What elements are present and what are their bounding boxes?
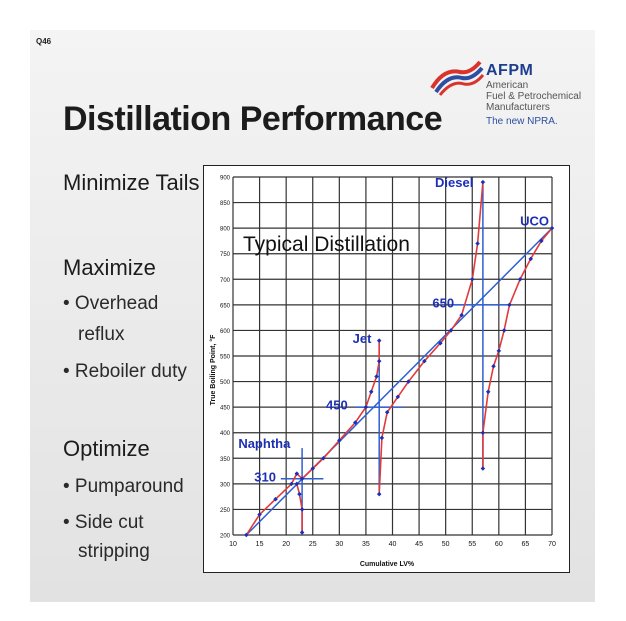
tbp-curve [296, 483, 303, 533]
data-point [374, 374, 379, 379]
cut-label: 650 [432, 295, 454, 310]
chart-frame [203, 165, 570, 573]
y-tick-label: 800 [220, 227, 231, 233]
x-tick-label: 15 [256, 541, 264, 548]
bullet-overhead: • Overhead [63, 293, 159, 314]
y-tick-label: 250 [220, 508, 231, 514]
x-tick-label: 20 [282, 541, 290, 548]
x-tick-label: 50 [442, 541, 450, 548]
cut-label: 450 [326, 398, 348, 413]
logo-line2: Fuel & Petrochemical [486, 91, 582, 102]
bullet-pumparound: • Pumparound [63, 476, 184, 497]
x-tick-label: 60 [495, 541, 503, 548]
cut-label: Naphtha [238, 436, 291, 451]
afpm-logo-icon [430, 60, 484, 96]
x-tick-label: 30 [335, 541, 343, 548]
x-axis-label: Cumulative LV% [360, 561, 415, 568]
x-tick-label: 65 [522, 541, 530, 548]
logo-line1: American [486, 80, 529, 91]
y-tick-label: 900 [220, 176, 231, 182]
x-tick-label: 25 [309, 541, 317, 548]
data-point [507, 302, 512, 308]
y-tick-label: 200 [220, 534, 231, 540]
y-tick-label: 500 [220, 380, 231, 386]
y-tick-label: 550 [220, 355, 231, 361]
y-tick-label: 700 [220, 278, 231, 284]
maximize-heading: Maximize [63, 255, 156, 280]
y-tick-label: 450 [220, 406, 231, 412]
data-point [294, 471, 300, 476]
bullet-reflux: reflux [78, 324, 125, 345]
data-point [379, 435, 385, 441]
data-point [528, 256, 533, 262]
data-point [480, 430, 486, 435]
data-point [299, 507, 305, 512]
x-tick-label: 35 [362, 541, 370, 548]
data-point [422, 358, 427, 364]
x-tick-label: 10 [229, 541, 237, 548]
minimize-heading: Minimize Tails [63, 170, 200, 195]
cut-label: Jet [353, 331, 372, 346]
data-point [491, 363, 496, 369]
y-axis-label: True Boiling Point, °F [209, 334, 217, 406]
y-tick-label: 350 [220, 457, 231, 463]
corner-tag: Q46 [36, 37, 52, 46]
x-tick-label: 55 [468, 541, 476, 548]
y-tick-label: 850 [220, 201, 231, 207]
data-point [459, 312, 464, 318]
chart-title: Typical Distillation [243, 233, 410, 256]
data-point [294, 481, 300, 487]
y-tick-label: 400 [220, 431, 231, 437]
data-point [549, 225, 555, 231]
cut-label: Diesel [435, 175, 473, 190]
logo-tagline: The new NPRA. [486, 116, 558, 127]
x-tick-label: 40 [389, 541, 397, 548]
data-point [299, 530, 305, 535]
page-title: Distillation Performance [63, 100, 443, 138]
data-point [244, 532, 249, 538]
x-tick-label: 70 [548, 541, 556, 548]
data-point [376, 338, 382, 343]
logo-block: AFPM American Fuel & Petrochemical Manuf… [486, 62, 581, 127]
bullet-reboiler: • Reboiler duty [63, 361, 187, 382]
distillation-chart: 10 15 20 25 30 35 40 45 50 55 60 65 70 200 250 300 350 40… [203, 165, 570, 573]
data-point [406, 379, 411, 384]
bullet-stripping: stripping [78, 541, 150, 562]
bullet-side-cut: • Side cut [63, 512, 144, 533]
logo-line3: Manufacturers [486, 102, 550, 113]
logo-name: AFPM [486, 62, 534, 79]
y-tick-label: 650 [220, 303, 231, 309]
cut-label: UCO [520, 214, 549, 229]
data-point [297, 491, 302, 497]
cut-label: 310 [254, 469, 276, 484]
data-point [438, 340, 443, 346]
x-tick-label: 45 [415, 541, 423, 548]
data-point [395, 394, 401, 400]
data-point [496, 348, 502, 354]
data-point [480, 466, 486, 471]
y-tick-label: 750 [220, 252, 231, 258]
optimize-heading: Optimize [63, 436, 150, 461]
tbp-curve [378, 182, 484, 495]
y-tick-label: 600 [220, 329, 231, 335]
data-point [353, 420, 358, 425]
y-tick-label: 300 [220, 482, 231, 488]
